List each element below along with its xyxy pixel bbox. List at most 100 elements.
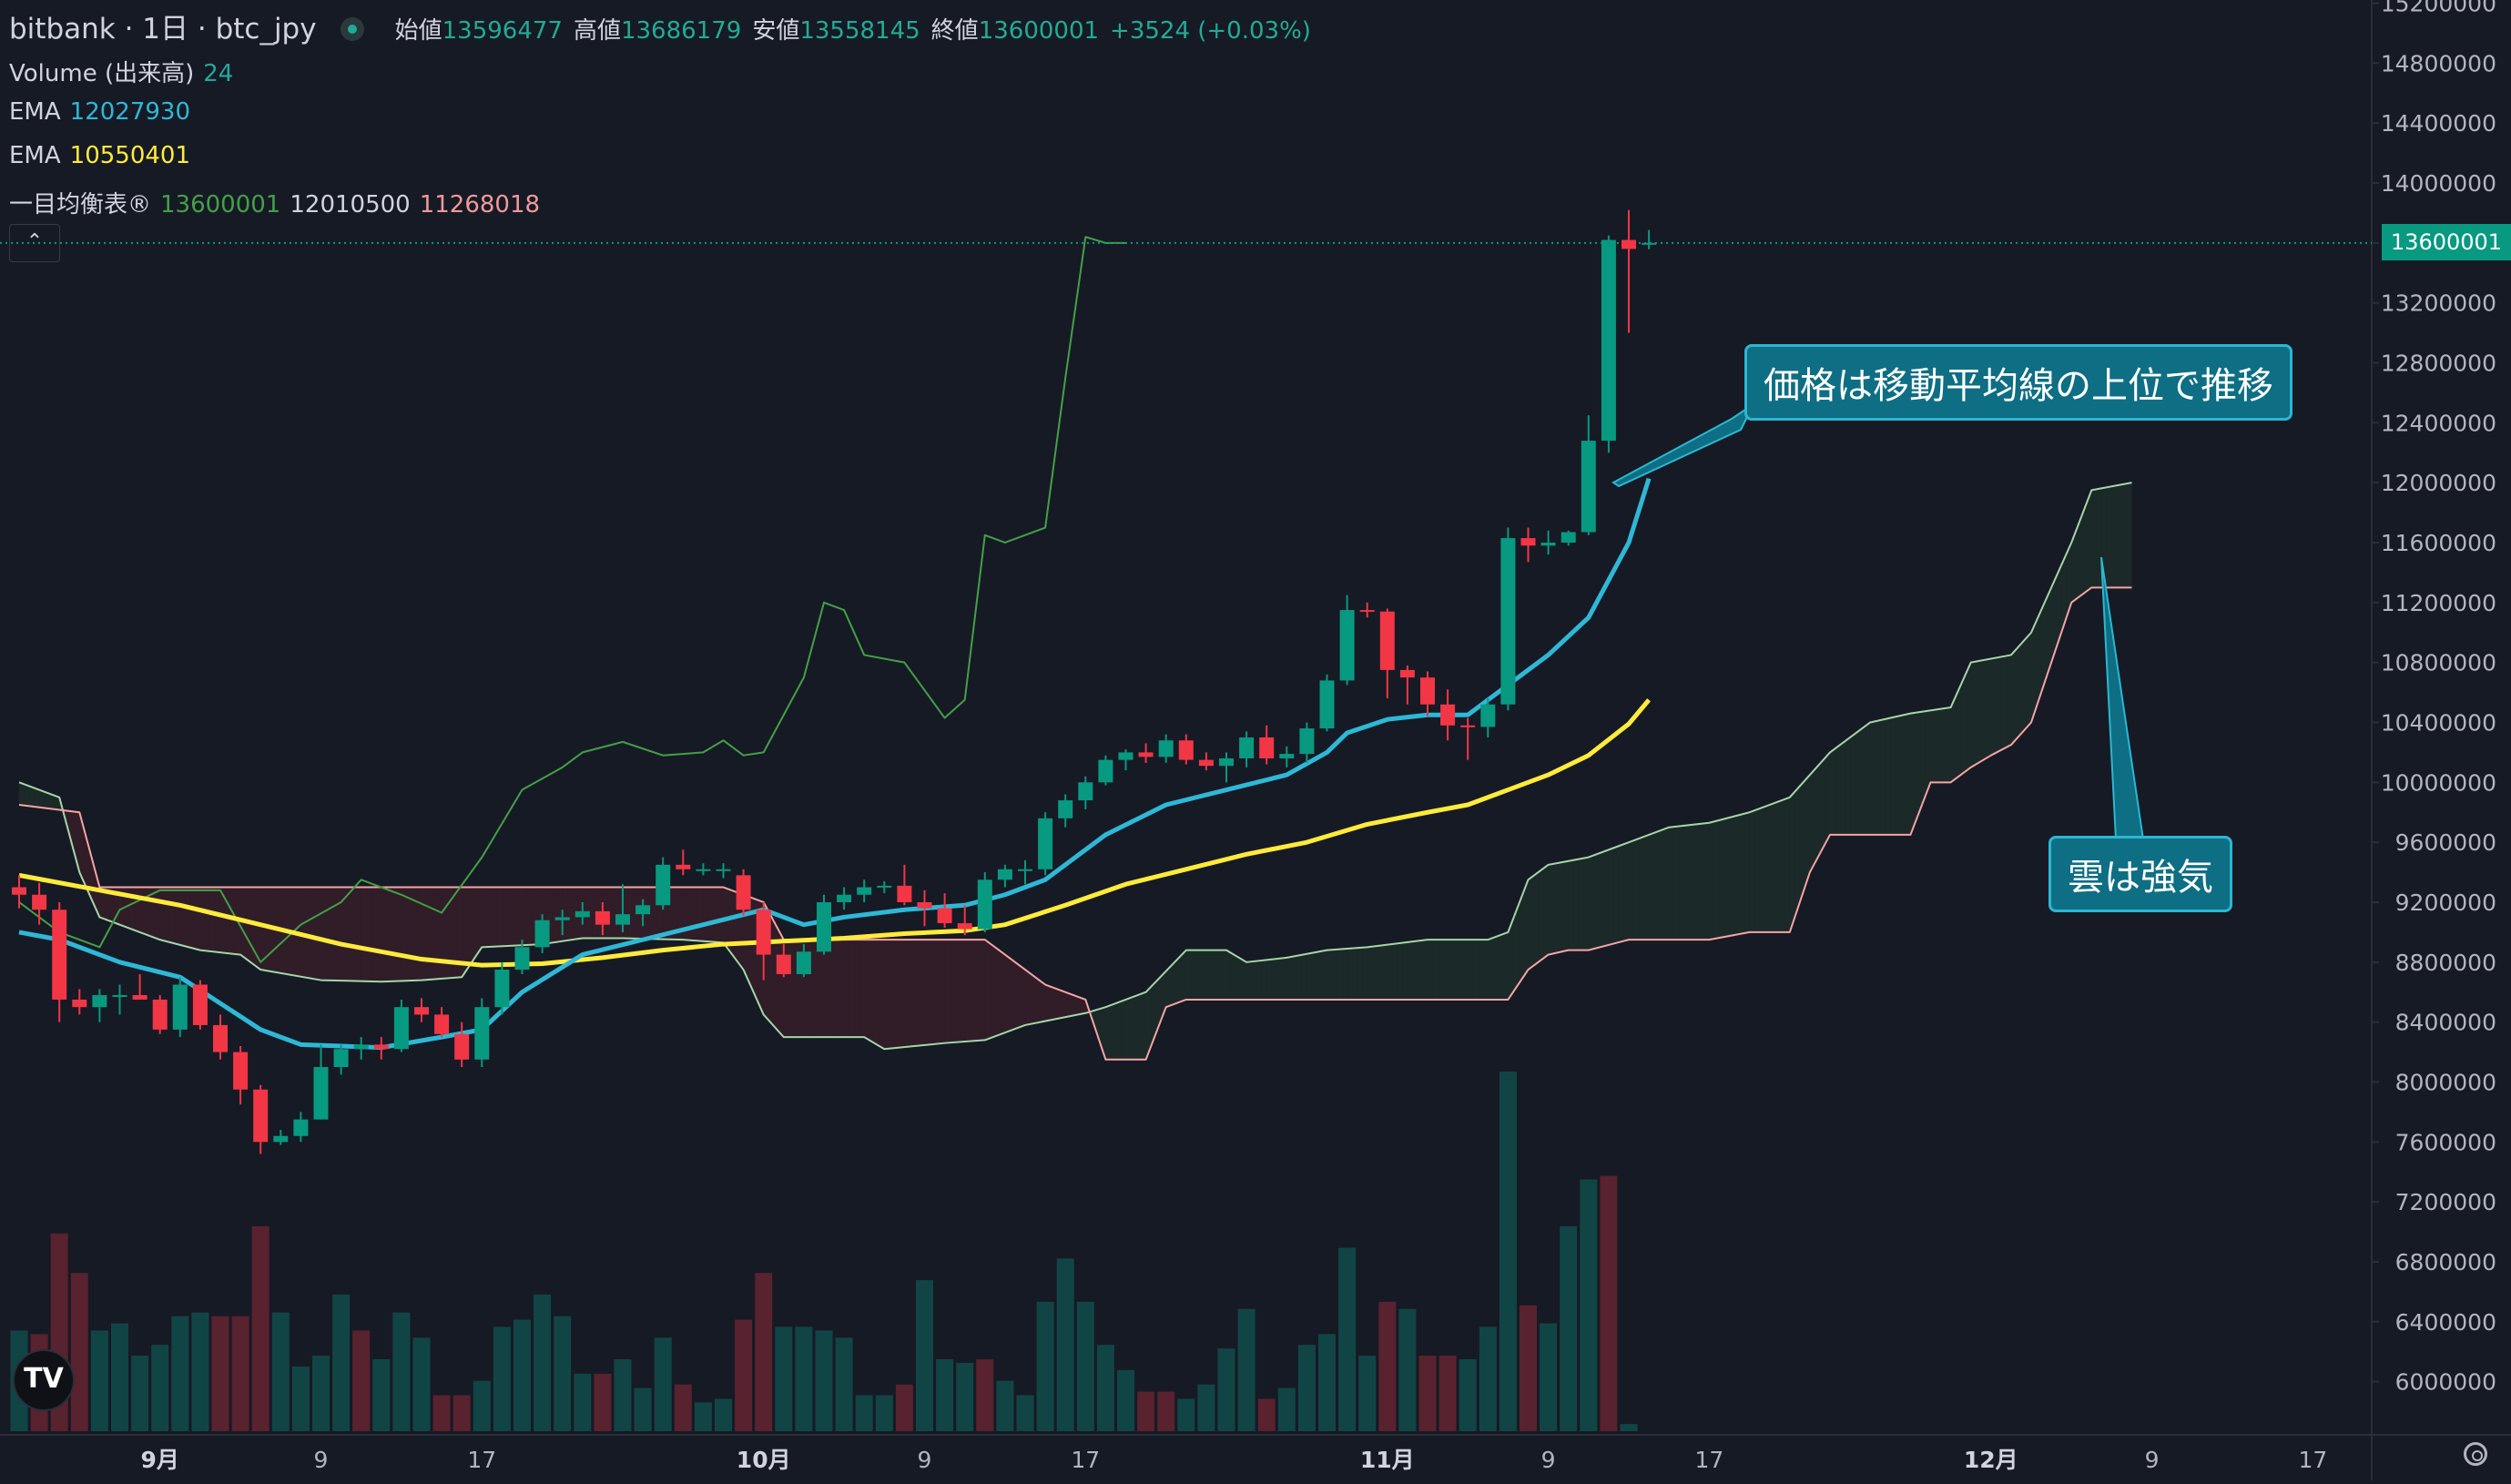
ichimoku-cloud-segment [1458, 940, 1463, 1000]
symbol-title[interactable]: bitbank · 1日 · btc_jpy [9, 13, 317, 46]
ichimoku-cloud-segment [1448, 940, 1453, 1000]
candle-body [1440, 704, 1456, 726]
volume-bar [432, 1395, 451, 1431]
candle-body [857, 887, 872, 895]
ichimoku-cloud-segment [1940, 707, 1947, 783]
ichimoku-cloud-segment [2061, 554, 2067, 633]
symbol-header[interactable]: bitbank · 1日 · btc_jpy 始値13596477 高値136861… [9, 5, 1311, 46]
volume-bar [1016, 1395, 1034, 1431]
candle-body [52, 910, 67, 1000]
ichimoku-cloud-segment [1286, 956, 1292, 1000]
ichimoku-cloud-segment [1533, 872, 1539, 966]
legend-ema-fast[interactable]: EMA 12027930 [9, 98, 199, 126]
ichimoku-cloud-segment [1478, 940, 1483, 1000]
ichimoku-cloud-segment [1382, 944, 1388, 1000]
ichimoku-cloud-segment [1910, 712, 1916, 835]
ichimoku-cloud-segment [1065, 991, 1071, 1018]
ichimoku-cloud-segment [612, 887, 618, 939]
ichimoku-cloud-segment [1387, 943, 1393, 1000]
ichimoku-cloud-segment [361, 887, 367, 981]
ichimoku-cloud-segment [914, 940, 920, 1046]
ichimoku-cloud-segment [849, 940, 855, 1038]
ichimoku-cloud-segment [1402, 941, 1408, 1000]
ichimoku-cloud-segment [1734, 815, 1740, 935]
legend-ema-slow[interactable]: EMA 10550401 [9, 142, 199, 169]
time-axis-label: 11月 [1360, 1447, 1415, 1473]
ohlc-close-key: 終値 [930, 17, 979, 45]
ichimoku-cloud-segment [89, 849, 95, 907]
ichimoku-cloud-segment [1804, 775, 1810, 888]
ichimoku-cloud-segment [1205, 950, 1212, 1000]
volume-bar [1560, 1225, 1578, 1431]
ichimoku-cloud-segment [169, 887, 176, 944]
candle-body [1379, 611, 1395, 670]
candle-body [1621, 239, 1636, 249]
ichimoku-cloud-segment [919, 940, 925, 1046]
ichimoku-cloud-segment [592, 887, 598, 939]
ichimoku-cloud-segment [391, 887, 397, 981]
volume-bar [614, 1359, 632, 1431]
ichimoku-cloud-segment [1045, 984, 1051, 1022]
ichimoku-cloud-segment [1744, 812, 1750, 933]
ichimoku-cloud-segment [1865, 722, 1871, 835]
tradingview-logo[interactable]: TV [13, 1349, 75, 1411]
price-axis-label: 10400000 [2381, 709, 2496, 736]
ichimoku-cloud-segment [1819, 757, 1825, 854]
ichimoku-cloud-segment [818, 940, 824, 1038]
ichimoku-cloud-segment [1573, 859, 1579, 950]
ichimoku-cloud-segment [2096, 488, 2102, 588]
ichimoku-cloud-segment [2016, 644, 2021, 740]
volume-bar [1479, 1326, 1497, 1431]
ichimoku-cloud-segment [1895, 716, 1901, 835]
ichimoku-cloud-segment [1960, 673, 1967, 776]
collapse-legend-button[interactable]: ⌃ [9, 224, 60, 262]
ichimoku-cloud-segment [2000, 656, 2007, 750]
ichimoku-cloud-segment [1492, 936, 1499, 1000]
ichimoku-cloud-segment [315, 887, 321, 981]
ichimoku-cloud-segment [336, 887, 341, 981]
legend-volume-value: 24 [203, 60, 234, 87]
volume-bar [493, 1326, 511, 1431]
volume-bar [755, 1273, 773, 1431]
ichimoku-cloud-segment [1663, 827, 1670, 940]
price-axis-label: 12400000 [2381, 410, 2496, 436]
ichimoku-cloud-segment [889, 940, 895, 1049]
ichimoku-cloud-segment [874, 940, 879, 1046]
ichimoku-cloud-segment [1613, 846, 1619, 944]
ichimoku-cloud-segment [1428, 940, 1433, 1000]
ichimoku-cloud-segment [1840, 741, 1845, 835]
legend-volume[interactable]: Volume (出来高) 24 [9, 55, 242, 88]
volume-bar [332, 1294, 351, 1431]
ichimoku-cloud-segment [1946, 707, 1951, 783]
legend-ichimoku[interactable]: 一目均衡表® 13600001 12010500 11268018 [9, 186, 549, 219]
ichimoku-cloud-segment [1412, 940, 1418, 1000]
ichimoku-cloud-segment [1548, 863, 1554, 955]
ichimoku-cloud-segment [155, 887, 160, 940]
ichimoku-cloud-segment [476, 887, 483, 955]
price-axis-label: 8000000 [2395, 1069, 2496, 1095]
candle-body [1078, 782, 1093, 801]
ichimoku-cloud-segment [1291, 955, 1297, 1000]
ichimoku-cloud-segment [2036, 610, 2042, 708]
settings-icon[interactable] [2464, 1442, 2487, 1466]
ichimoku-cloud-segment [1357, 947, 1363, 1000]
ichimoku-cloud-segment [516, 887, 523, 946]
volume-bar [1338, 1247, 1357, 1431]
volume-bar [654, 1337, 672, 1431]
ichimoku-cloud-segment [1880, 718, 1886, 835]
ichimoku-cloud-segment [2031, 621, 2037, 723]
ichimoku-cloud-segment [305, 887, 311, 979]
volume-bar [674, 1384, 692, 1431]
ichimoku-cloud-segment [1850, 733, 1855, 835]
ichimoku-cloud-segment [1372, 945, 1377, 1000]
ichimoku-cloud-segment [260, 887, 266, 971]
ichimoku-cloud-segment [1749, 810, 1755, 932]
ichimoku-cloud-segment [1125, 997, 1132, 1060]
ichimoku-cloud-segment [265, 887, 271, 971]
ichimoku-cloud-segment [854, 940, 859, 1038]
ichimoku-cloud-segment [24, 784, 30, 807]
ichimoku-cloud-segment [79, 812, 85, 884]
ichimoku-cloud-segment [1055, 988, 1061, 1020]
